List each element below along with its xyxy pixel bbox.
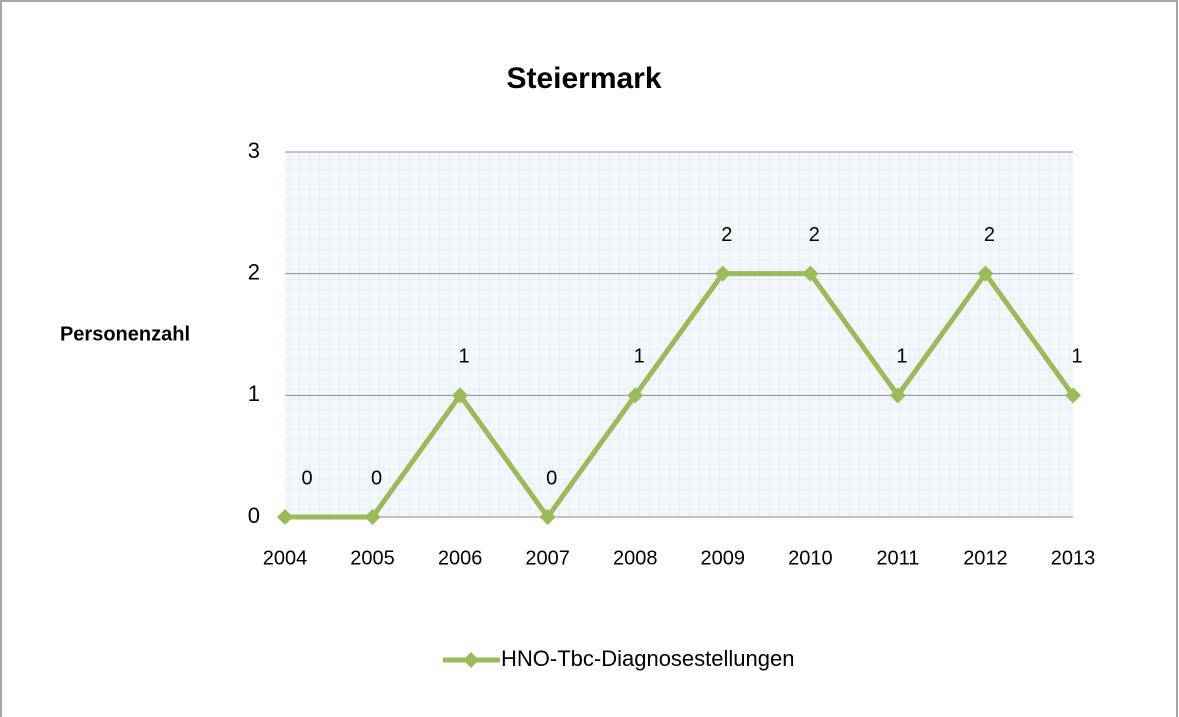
- point-marker: [1065, 387, 1081, 404]
- x-tick-label: 2009: [701, 547, 746, 569]
- x-tick-label: 2011: [876, 547, 919, 569]
- point-marker: [364, 509, 381, 525]
- y-tick-label: 2: [248, 259, 260, 284]
- point-marker: [539, 509, 556, 525]
- data-label: 0: [546, 467, 557, 489]
- point-marker: [802, 265, 819, 282]
- x-tick-label: 2005: [350, 547, 395, 569]
- point-marker: [889, 387, 906, 404]
- data-label: 2: [984, 224, 995, 246]
- x-tick-label: 2012: [963, 547, 1008, 569]
- chart-title: Steiermark: [506, 62, 661, 95]
- data-label: 1: [896, 346, 907, 368]
- x-tick-label: 2006: [438, 547, 483, 569]
- data-label: 2: [809, 224, 820, 246]
- series-line: [285, 271, 1076, 520]
- data-label: 0: [371, 467, 382, 489]
- x-tick-label: 2007: [525, 547, 570, 569]
- x-tick-label: 2010: [788, 547, 833, 569]
- data-label: 2: [721, 224, 732, 246]
- legend-label: HNO-Tbc-Diagnosestellungen: [501, 646, 794, 671]
- y-tick-label: 3: [248, 138, 260, 163]
- data-label: 1: [459, 346, 470, 368]
- point-marker: [977, 265, 994, 282]
- y-axis-label: Personenzahl: [60, 323, 190, 345]
- y-tick-label: 1: [248, 381, 260, 406]
- data-label: 0: [301, 467, 312, 489]
- x-tick-label: 2004: [263, 547, 308, 569]
- x-tick-label: 2008: [613, 547, 658, 569]
- y-tick-label: 0: [248, 503, 260, 528]
- point-marker: [627, 387, 644, 404]
- data-label: 1: [634, 346, 645, 368]
- x-tick-label: 2013: [1051, 547, 1096, 569]
- legend-marker: [463, 652, 479, 668]
- point-marker: [452, 387, 469, 404]
- point-marker: [277, 509, 293, 525]
- data-label: 1: [1071, 346, 1082, 368]
- point-marker: [714, 265, 731, 282]
